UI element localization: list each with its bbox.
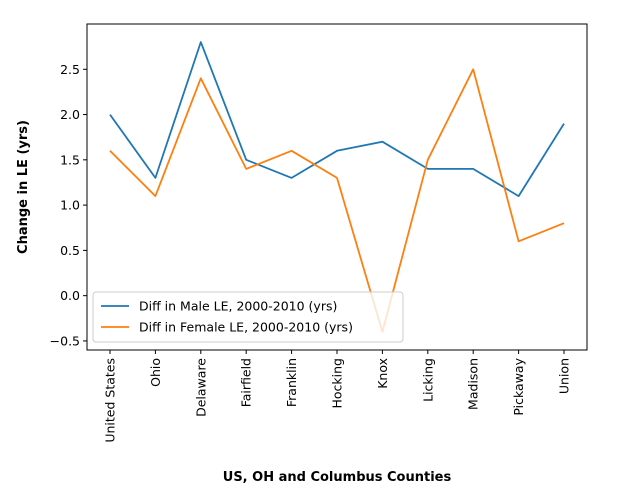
x-tick-label: Delaware	[193, 358, 208, 417]
legend-entry: Diff in Female LE, 2000-2010 (yrs)	[139, 320, 353, 335]
y-tick-label: 2.0	[60, 107, 80, 122]
x-tick-label: Licking	[420, 358, 435, 402]
axes-frame	[86, 23, 588, 351]
x-tick-label: Fairfield	[239, 358, 254, 407]
x-tick-label: United States	[103, 358, 118, 443]
y-tick-label: 1.5	[60, 152, 80, 167]
y-axis-label: Change in LE (yrs)	[16, 120, 31, 254]
x-tick-label: Union	[557, 358, 572, 394]
series-line-female	[109, 68, 565, 333]
x-tick-label: Knox	[375, 358, 390, 389]
x-axis-label: US, OH and Columbus Counties	[223, 470, 452, 485]
y-tick-label: −0.5	[50, 333, 80, 348]
legend-entry: Diff in Male LE, 2000-2010 (yrs)	[139, 299, 337, 314]
y-tick-label: 2.5	[60, 62, 80, 77]
legend-box	[92, 291, 404, 343]
y-tick-label: 1.0	[60, 198, 80, 213]
x-axis: United States Ohio Delaware Fairfield Frankl…	[103, 350, 572, 443]
x-tick-label: Madison	[466, 358, 481, 410]
x-tick-label: Franklin	[284, 358, 299, 407]
x-tick-label: Ohio	[148, 358, 163, 387]
legend: Diff in Male LE, 2000-2010 (yrs) Diff in …	[92, 291, 404, 343]
x-tick-label: Pickaway	[511, 357, 526, 415]
y-axis: −0.5 0.0 0.5 1.0 1.5 2.0 2.5	[50, 62, 87, 348]
series-line-male	[109, 41, 565, 198]
y-tick-label: 0.0	[60, 288, 80, 303]
x-tick-label: Hocking	[330, 358, 345, 409]
plot-area	[109, 41, 565, 333]
y-tick-label: 0.5	[60, 243, 80, 258]
